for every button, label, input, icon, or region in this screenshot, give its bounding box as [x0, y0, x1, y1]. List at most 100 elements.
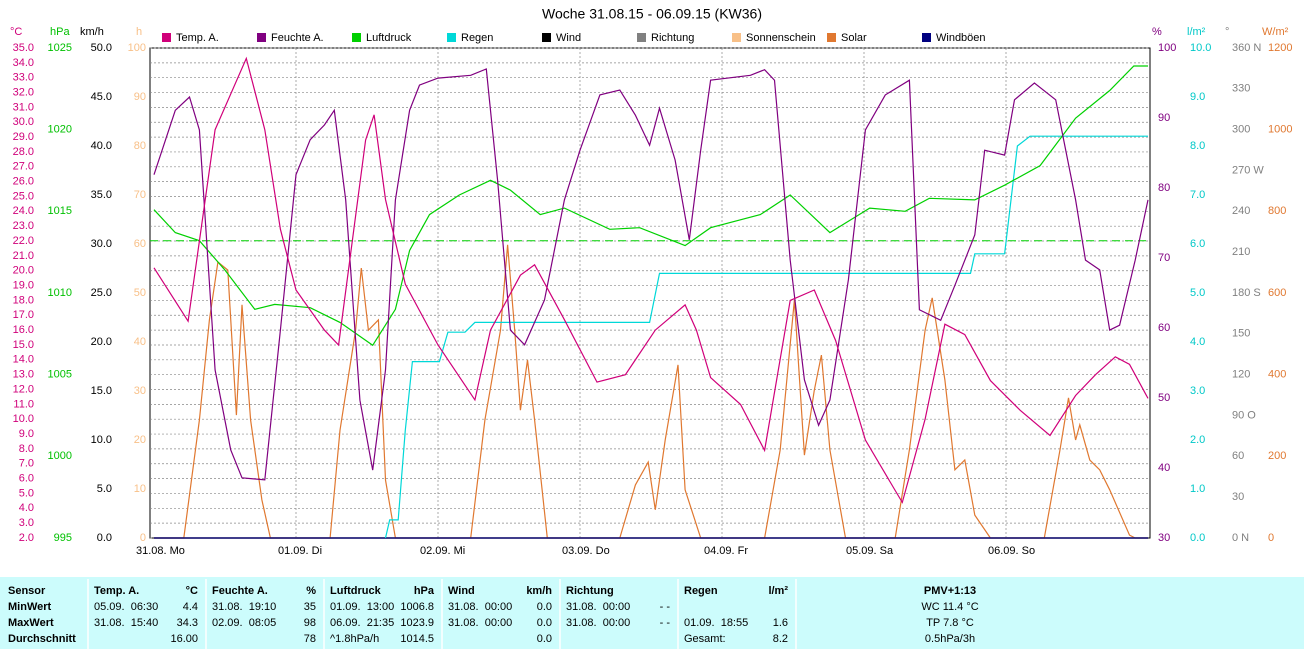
table-header: hPa	[414, 585, 435, 597]
x-tick-label: 01.09. Di	[278, 545, 322, 557]
legend-label: Richtung	[651, 32, 694, 44]
y-tick-label: 45.0	[91, 91, 112, 103]
y-tick-label: 90 O	[1232, 409, 1256, 421]
legend-swatch	[257, 33, 266, 42]
table-cell: 34.3	[177, 617, 198, 629]
y-tick-label: 1005	[48, 369, 72, 381]
legend-swatch	[922, 33, 931, 42]
y-tick-label: 90	[134, 91, 146, 103]
y-tick-label: 9.0	[1190, 91, 1205, 103]
table-cell: 1.6	[773, 617, 788, 629]
y-tick-label: 3.0	[1190, 385, 1205, 397]
legend-label: Wind	[556, 32, 581, 44]
table-header: Wind	[448, 585, 475, 597]
table-cell: ^1.8hPa/h	[330, 633, 379, 645]
y-tick-label: 30	[1158, 532, 1170, 544]
table-cell: MinWert	[8, 601, 52, 613]
table-header: Temp. A.	[94, 585, 139, 597]
x-tick-label: 31.08. Mo	[136, 545, 185, 557]
axis-title: hPa	[50, 26, 70, 38]
y-tick-label: 180 S	[1232, 287, 1261, 299]
legend-label: Temp. A.	[176, 32, 219, 44]
axis-title: km/h	[80, 26, 104, 38]
y-tick-label: 11.0	[13, 398, 34, 410]
table-cell: 31.08. 19:10	[212, 601, 276, 613]
y-tick-label: 1015	[48, 205, 72, 217]
y-tick-label: 10.0	[13, 413, 34, 425]
y-tick-label: 19.0	[13, 279, 34, 291]
y-tick-label: 40	[134, 336, 146, 348]
y-tick-label: 40	[1158, 462, 1170, 474]
table-cell: 16.00	[170, 633, 198, 645]
y-tick-label: 80	[134, 140, 146, 152]
table-cell: 8.2	[773, 633, 788, 645]
table-cell: Gesamt:	[684, 633, 726, 645]
y-tick-label: 60	[134, 238, 146, 250]
legend-swatch	[637, 33, 646, 42]
table-cell: WC 11.4 °C	[921, 601, 978, 613]
y-tick-label: 21.0	[13, 250, 34, 262]
y-tick-label: 90	[1158, 112, 1170, 124]
x-tick-label: 04.09. Fr	[704, 545, 748, 557]
y-tick-label: 34.0	[13, 57, 34, 69]
y-tick-label: 32.0	[13, 86, 34, 98]
y-tick-label: 80	[1158, 182, 1170, 194]
y-tick-label: 400	[1268, 369, 1286, 381]
table-cell: 31.08. 00:00	[448, 601, 512, 613]
y-tick-label: 7.0	[19, 458, 34, 470]
table-cell: 1023.9	[400, 617, 434, 629]
table-cell: 35	[304, 601, 316, 613]
y-tick-label: 10	[134, 483, 146, 495]
table-header: Regen	[684, 585, 718, 597]
legend-swatch	[162, 33, 171, 42]
y-tick-label: 16.0	[13, 324, 34, 336]
y-tick-label: 0	[140, 532, 146, 544]
table-cell: 0.0	[537, 633, 552, 645]
axis-title: W/m²	[1262, 26, 1289, 38]
table-cell: 31.08. 15:40	[94, 617, 158, 629]
y-tick-label: 50	[134, 287, 146, 299]
y-tick-label: 13.0	[13, 369, 34, 381]
y-tick-label: 24.0	[13, 205, 34, 217]
y-tick-label: 300	[1232, 124, 1250, 136]
y-tick-label: 0	[1268, 532, 1274, 544]
y-tick-label: 7.0	[1190, 189, 1205, 201]
y-tick-label: 5.0	[19, 487, 34, 499]
y-tick-label: 1200	[1268, 42, 1292, 54]
y-tick-label: 120	[1232, 369, 1250, 381]
y-tick-label: 2.0	[1190, 434, 1205, 446]
y-tick-label: 70	[1158, 252, 1170, 264]
table-cell: 06.09. 21:35	[330, 617, 394, 629]
y-tick-label: 0.0	[1190, 532, 1205, 544]
y-tick-label: 0 N	[1232, 532, 1249, 544]
legend-swatch	[732, 33, 741, 42]
legend-label: Sonnenschein	[746, 32, 816, 44]
y-tick-label: 25.0	[91, 287, 112, 299]
y-tick-label: 27.0	[13, 161, 34, 173]
table-cell: 01.09. 18:55	[684, 617, 748, 629]
x-tick-label: 03.09. Do	[562, 545, 610, 557]
table-cell: TP 7.8 °C	[926, 617, 974, 629]
y-tick-label: 18.0	[13, 294, 34, 306]
y-tick-label: 12.0	[13, 383, 34, 395]
y-tick-label: 33.0	[13, 72, 34, 84]
series-line	[153, 56, 1149, 504]
table-cell: 78	[304, 633, 316, 645]
y-tick-label: 60	[1232, 450, 1244, 462]
table-cell: 31.08. 00:00	[566, 601, 630, 613]
y-tick-label: 1.0	[1190, 483, 1205, 495]
y-tick-label: 100	[128, 42, 146, 54]
y-tick-label: 30.0	[91, 238, 112, 250]
table-cell: 1006.8	[400, 601, 434, 613]
table-cell: 01.09. 13:00	[330, 601, 394, 613]
y-tick-label: 330	[1232, 83, 1250, 95]
table-cell: 02.09. 08:05	[212, 617, 276, 629]
y-tick-label: 8.0	[1190, 140, 1205, 152]
table-header: km/h	[526, 585, 552, 597]
y-tick-label: 1025	[48, 42, 72, 54]
x-tick-label: 02.09. Mi	[420, 545, 465, 557]
y-tick-label: 6.0	[1190, 238, 1205, 250]
table-cell: 31.08. 00:00	[566, 617, 630, 629]
y-tick-label: 35.0	[13, 42, 34, 54]
